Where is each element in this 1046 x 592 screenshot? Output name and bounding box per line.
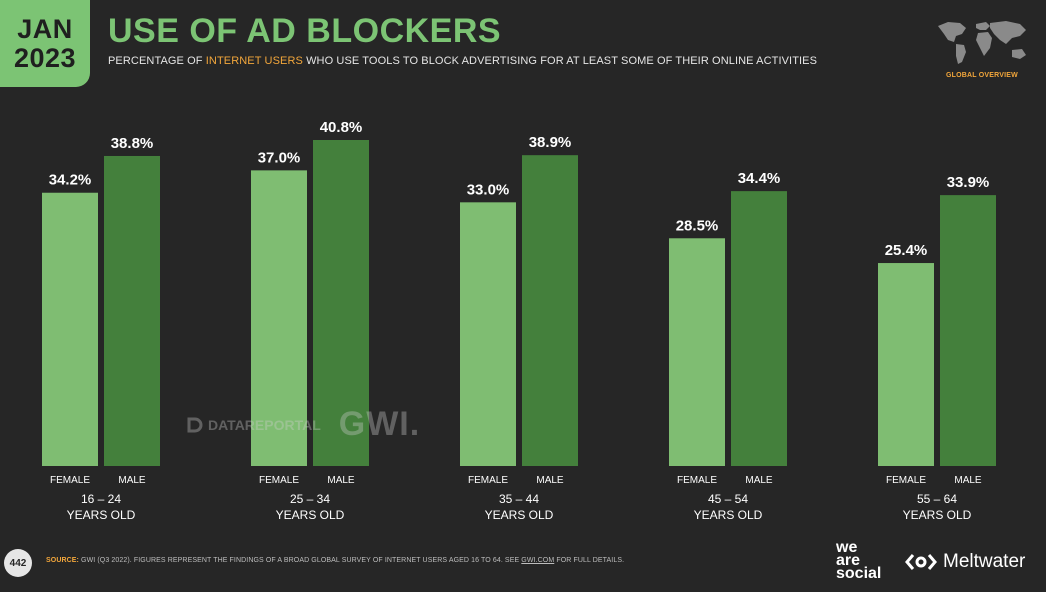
brand1-line1: we [836,539,858,556]
category-label: 25 – 34 [290,492,330,506]
series-label: FEMALE [50,475,90,486]
bar-male [940,195,996,466]
category-label: 16 – 24 [81,492,121,506]
series-label: MALE [327,475,355,486]
source-text: GWI (Q3 2022). FIGURES REPRESENT THE FIN… [78,557,522,564]
series-label: FEMALE [259,475,299,486]
subtitle-highlight: INTERNET USERS [205,55,303,67]
category-label: 45 – 54 [708,492,748,506]
meltwater-icon [905,554,937,570]
watermark: DATAREPORTAL GWI. [186,405,420,444]
bar-female [460,202,516,466]
we-are-social-logo: we are social [836,539,882,582]
subtitle-post: WHO USE TOOLS TO BLOCK ADVERTISING FOR A… [302,55,818,67]
date-month: JAN [17,13,73,44]
source-label: SOURCE: [46,557,79,564]
series-label: MALE [745,475,773,486]
data-label: 25.4% [885,242,928,259]
subtitle-pre: PERCENTAGE OF [108,55,206,67]
meltwater-text: Meltwater [943,551,1026,572]
subtitle: PERCENTAGE OF INTERNET USERS WHO USE TOO… [108,55,817,67]
series-label: MALE [954,475,982,486]
bar-female [669,238,725,466]
category-suffix: YEARS OLD [67,508,136,522]
data-label: 34.2% [49,172,92,189]
page-number: 442 [4,549,32,577]
gwi-watermark: GWI. [338,405,421,443]
series-label: FEMALE [886,475,926,486]
category-suffix: YEARS OLD [485,508,554,522]
bar-female [878,263,934,466]
category-label: 55 – 64 [917,492,957,506]
brand1-line2: are [836,552,861,569]
bar-female [42,192,98,466]
bar-female [251,170,307,467]
meltwater-logo: Meltwater [904,551,1025,573]
category-label: 35 – 44 [499,492,539,506]
section-label: GLOBAL OVERVIEW [946,72,1018,79]
series-label: FEMALE [677,475,717,486]
page-title: USE OF AD BLOCKERS [108,12,502,50]
data-label: 33.9% [947,174,990,191]
series-label: FEMALE [468,475,508,486]
data-label: 28.5% [676,217,719,234]
world-map-icon [938,21,1026,64]
datareportal-text: DATAREPORTAL [208,416,321,433]
source-note: SOURCE: GWI (Q3 2022). FIGURES REPRESENT… [46,557,624,564]
category-suffix: YEARS OLD [694,508,763,522]
category-suffix: YEARS OLD [276,508,345,522]
data-label: 38.8% [111,135,154,152]
category-suffix: YEARS OLD [903,508,972,522]
series-label: MALE [118,475,146,486]
source-end: FOR FULL DETAILS. [554,557,625,564]
date-year: 2023 [13,42,77,73]
data-label: 33.0% [467,181,510,198]
bar-male [522,155,578,466]
data-label: 40.8% [320,119,363,136]
date-badge: JAN 2023 [0,0,90,87]
datareportal-logo-icon [187,417,203,432]
data-label: 37.0% [258,149,301,166]
bar-male [731,191,787,466]
bar-male [104,155,160,466]
source-link[interactable]: GWI.COM [521,557,555,564]
series-label: MALE [536,475,564,486]
data-label: 34.4% [738,170,781,187]
data-label: 38.9% [529,134,572,151]
brand1-line3: social [836,565,882,582]
bar-male [313,140,369,466]
datareportal-watermark: DATAREPORTAL [186,416,321,434]
